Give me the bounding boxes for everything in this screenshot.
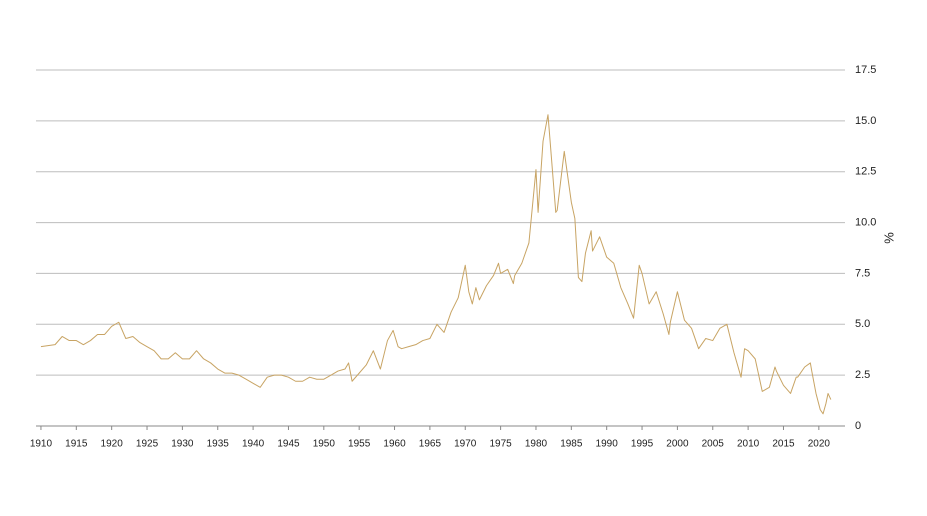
- x-tick-label: 1960: [383, 439, 406, 450]
- x-tick-label: 1935: [207, 439, 230, 450]
- x-tick-label: 1995: [631, 439, 654, 450]
- x-tick-label: 1975: [489, 439, 512, 450]
- y-axis-label: %: [881, 232, 896, 244]
- x-tick-label: 2020: [808, 439, 831, 450]
- y-tick-label: 15.0: [855, 115, 876, 127]
- x-tick-label: 1955: [348, 439, 371, 450]
- x-tick-label: 1910: [30, 439, 53, 450]
- x-tick-label: 1925: [136, 439, 159, 450]
- x-tick-label: 2015: [772, 439, 795, 450]
- x-tick-label: 1985: [560, 439, 583, 450]
- x-tick-label: 1920: [101, 439, 124, 450]
- y-tick-label: 12.5: [855, 166, 876, 178]
- y-tick-label: 0: [855, 420, 861, 432]
- x-tick-label: 1940: [242, 439, 265, 450]
- x-tick-label: 1930: [171, 439, 194, 450]
- y-tick-label: 5.0: [855, 318, 870, 330]
- y-tick-label: 7.5: [855, 267, 870, 279]
- x-tick-label: 2010: [737, 439, 760, 450]
- x-tick-label: 1990: [596, 439, 619, 450]
- x-tick-label: 1965: [419, 439, 442, 450]
- data-line: [40, 114, 832, 415]
- x-tick-label: 1970: [454, 439, 477, 450]
- y-tick-label: 2.5: [855, 369, 870, 381]
- y-tick-label: 10.0: [855, 216, 876, 228]
- x-tick-label: 1915: [65, 439, 88, 450]
- y-tick-label: 17.5: [855, 64, 876, 76]
- x-tick-label: 1980: [525, 439, 548, 450]
- x-tick-label: 1945: [277, 439, 300, 450]
- x-tick-label: 2000: [666, 439, 689, 450]
- x-tick-label: 2005: [702, 439, 725, 450]
- x-tick-label: 1950: [313, 439, 336, 450]
